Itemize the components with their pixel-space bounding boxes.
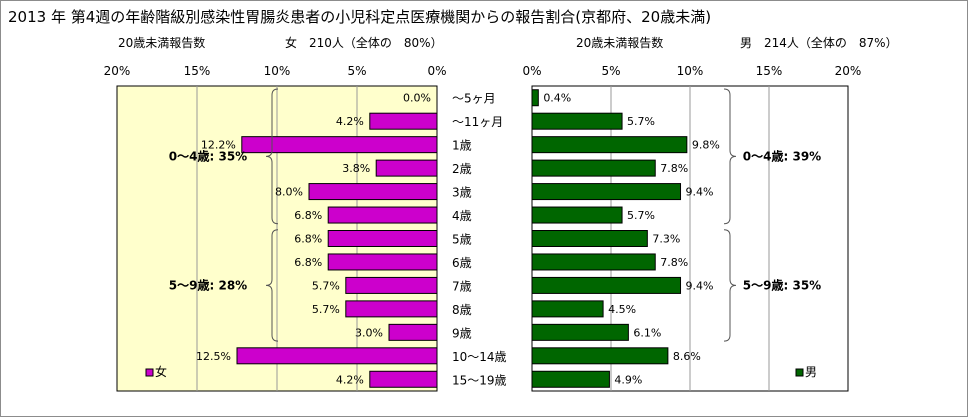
- category-labels: ～5ヶ月 ～11ヶ月 1歳 2歳 3歳 4歳 5歳 6歳 7歳 8歳 9歳 10～14歳 15～19歳: [452, 92, 507, 388]
- legend-swatch: [795, 368, 804, 377]
- right-panel-male: 0% 5% 10% 15% 20% 0.4% 5.7% 9.8% 7.8% 9.4% 5.7% 7.3…: [522, 64, 862, 392]
- bar: [531, 370, 610, 388]
- category-label: 8歳: [452, 303, 472, 317]
- bar: [531, 300, 604, 318]
- x-tick-label: 10%: [264, 64, 291, 78]
- group-brace: [265, 229, 279, 342]
- data-label: 7.8%: [660, 162, 688, 175]
- group-brace: [723, 229, 737, 342]
- group-label: 0～4歳: 39%: [743, 148, 821, 163]
- bar: [369, 370, 438, 388]
- data-label: 12.2%: [201, 139, 236, 152]
- bar: [241, 136, 438, 154]
- left-subtitle-total: 女 210人（全体の 80%）: [285, 35, 443, 50]
- left-subtitle-count: 20歳未満報告数: [118, 35, 205, 50]
- bar: [531, 183, 682, 201]
- data-label: 3.0%: [355, 326, 383, 339]
- x-tick-label: 15%: [756, 64, 783, 78]
- bar: [369, 112, 438, 130]
- data-label: 7.8%: [660, 256, 688, 269]
- category-label: 6歳: [452, 256, 472, 270]
- data-label: 5.7%: [627, 209, 655, 222]
- data-label: 5.7%: [312, 279, 340, 292]
- bar: [327, 253, 438, 271]
- data-label: 4.5%: [608, 303, 636, 316]
- right-subtitle-total: 男 214人（全体の 87%）: [740, 35, 898, 50]
- data-label: 5.7%: [627, 115, 655, 128]
- category-label: ～5ヶ月: [452, 92, 496, 106]
- x-tick-label: 20%: [104, 64, 131, 78]
- x-tick-label: 5%: [601, 64, 620, 78]
- bar: [531, 230, 648, 247]
- x-tick-label: 20%: [835, 64, 862, 78]
- right-subtitle-count: 20歳未満報告数: [576, 35, 663, 50]
- bar: [531, 89, 539, 107]
- bar: [327, 230, 438, 247]
- category-label: 9歳: [452, 326, 472, 340]
- bar: [531, 276, 682, 294]
- legend-label: 男: [805, 365, 817, 379]
- category-label: 3歳: [452, 186, 472, 200]
- x-tick-label: 10%: [677, 64, 704, 78]
- legend-label: 女: [155, 364, 167, 379]
- category-label: 5歳: [452, 233, 472, 247]
- data-label: 6.8%: [294, 256, 322, 269]
- data-label: 8.0%: [275, 186, 303, 199]
- bar: [345, 300, 438, 318]
- x-tick-label: 15%: [184, 64, 211, 78]
- bar: [531, 253, 656, 271]
- bar: [531, 159, 656, 177]
- category-label: 7歳: [452, 279, 472, 293]
- group-label: 5～9歳: 28%: [169, 277, 247, 292]
- group-label: 5～9歳: 35%: [743, 277, 821, 292]
- data-label: 4.9%: [614, 373, 642, 386]
- group-label: 0～4歳: 35%: [169, 148, 247, 163]
- bar: [375, 159, 438, 177]
- category-label: 2歳: [452, 162, 472, 176]
- data-label: 4.2%: [336, 115, 364, 128]
- left-panel-female: 20% 15% 10% 5% 0% 0.0% 4.2% 12.2% 3.8% 8.0% 6.8% 6.…: [104, 64, 447, 392]
- bar: [345, 276, 438, 294]
- bar: [236, 347, 438, 365]
- bar: [531, 323, 629, 341]
- data-label: 9.4%: [686, 186, 714, 199]
- data-label: 4.2%: [336, 373, 364, 386]
- data-label: 7.3%: [652, 233, 680, 246]
- bar: [327, 206, 438, 224]
- category-label: 10～14歳: [452, 350, 507, 364]
- x-tick-label: 0%: [427, 64, 446, 78]
- data-label: 12.5%: [196, 350, 231, 363]
- data-label: 0.0%: [403, 92, 431, 105]
- bar: [531, 136, 688, 154]
- data-label: 6.8%: [294, 209, 322, 222]
- data-label: 8.6%: [673, 350, 701, 363]
- data-label: 5.7%: [312, 303, 340, 316]
- category-label: ～11ヶ月: [452, 115, 503, 129]
- bar: [308, 183, 438, 201]
- bar: [531, 206, 623, 224]
- bar: [531, 112, 623, 130]
- legend-swatch: [145, 368, 154, 377]
- data-label: 9.8%: [692, 139, 720, 152]
- x-tick-label: 5%: [347, 64, 366, 78]
- data-label: 6.1%: [633, 326, 661, 339]
- bar: [388, 323, 438, 341]
- group-brace: [265, 88, 279, 225]
- category-label: 15～19歳: [452, 373, 507, 387]
- x-tick-label: 0%: [522, 64, 541, 78]
- group-brace: [723, 88, 737, 225]
- chart-title: 2013 年 第4週の年齢階級別感染性胃腸炎患者の小児科定点医療機関からの報告割…: [8, 8, 711, 26]
- data-label: 9.4%: [686, 279, 714, 292]
- data-label: 6.8%: [294, 233, 322, 246]
- bar: [531, 347, 669, 365]
- data-label: 3.8%: [342, 162, 370, 175]
- category-label: 1歳: [452, 139, 472, 153]
- data-label: 0.4%: [543, 92, 571, 105]
- category-label: 4歳: [452, 209, 472, 223]
